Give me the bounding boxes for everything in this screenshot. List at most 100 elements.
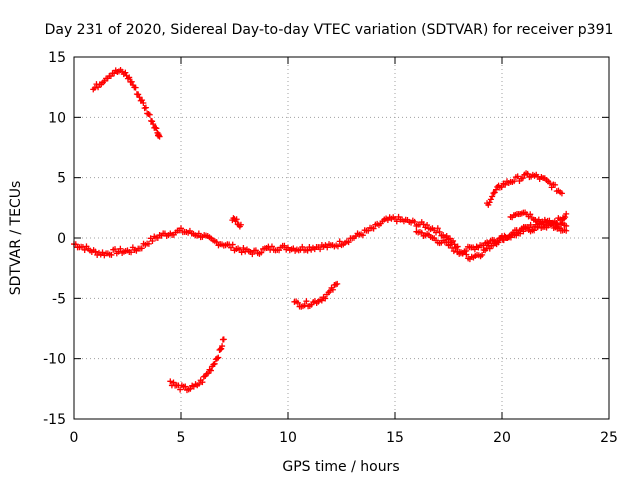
data-point xyxy=(424,221,431,228)
data-point xyxy=(238,249,245,256)
data-point xyxy=(336,238,343,245)
data-point xyxy=(418,229,425,236)
x-axis-ticks: 0 5 10 15 20 25 xyxy=(70,57,618,446)
data-point xyxy=(210,361,217,368)
data-point xyxy=(393,218,400,225)
data-point xyxy=(562,214,569,221)
x-tick-label: 15 xyxy=(386,430,404,446)
data-point xyxy=(126,74,133,81)
data-point xyxy=(563,227,570,234)
data-point xyxy=(546,180,553,187)
data-point xyxy=(240,245,247,252)
data-point xyxy=(139,97,146,104)
y-tick-label: 10 xyxy=(48,110,66,126)
data-point xyxy=(322,295,329,302)
data-point xyxy=(140,100,147,107)
data-point xyxy=(177,386,184,393)
x-tick-label: 10 xyxy=(279,430,297,446)
data-point xyxy=(502,181,509,188)
chart-title: Day 231 of 2020, Sidereal Day-to-day VTE… xyxy=(45,22,614,38)
data-point xyxy=(128,249,135,256)
data-point xyxy=(81,246,88,253)
data-point xyxy=(332,281,339,288)
data-point xyxy=(146,111,153,118)
data-point xyxy=(128,78,135,85)
data-point xyxy=(227,244,234,251)
data-point xyxy=(167,378,174,385)
data-point xyxy=(517,230,524,237)
data-point xyxy=(299,243,306,250)
data-point xyxy=(524,170,531,177)
data-point xyxy=(514,173,521,180)
data-point xyxy=(359,232,366,239)
data-point xyxy=(108,251,115,258)
data-point xyxy=(182,383,189,390)
data-point xyxy=(112,246,119,253)
data-point xyxy=(447,241,454,248)
data-point xyxy=(553,220,560,227)
data-point xyxy=(199,379,206,386)
data-point xyxy=(142,104,149,111)
y-tick-label: 0 xyxy=(57,231,66,247)
data-point xyxy=(294,299,301,306)
data-point xyxy=(527,211,534,218)
data-point xyxy=(334,280,341,287)
data-point xyxy=(178,225,184,232)
data-point xyxy=(463,247,470,254)
y-tick-label: 5 xyxy=(57,171,66,187)
data-point xyxy=(233,216,240,223)
data-point xyxy=(411,218,418,225)
data-point xyxy=(301,302,308,309)
data-point xyxy=(195,380,202,387)
data-point xyxy=(513,227,520,234)
data-point xyxy=(486,199,493,206)
data-point xyxy=(145,110,152,117)
data-point xyxy=(447,235,454,242)
data-point xyxy=(111,70,118,77)
data-point xyxy=(150,121,157,128)
y-tick-label: 15 xyxy=(48,50,66,66)
data-point xyxy=(124,75,131,82)
data-point xyxy=(195,230,202,237)
data-point xyxy=(563,210,570,217)
data-point xyxy=(156,133,163,140)
x-tick-label: 20 xyxy=(493,430,511,446)
data-point xyxy=(329,286,336,293)
data-point xyxy=(434,225,441,232)
data-point xyxy=(187,385,194,392)
data-point xyxy=(220,336,227,343)
data-point xyxy=(450,237,457,244)
data-point xyxy=(493,186,500,193)
data-point xyxy=(433,229,440,236)
data-point xyxy=(443,239,450,246)
data-point xyxy=(318,297,325,304)
data-point xyxy=(558,190,565,197)
data-point xyxy=(334,243,341,250)
data-point xyxy=(452,244,459,251)
x-tick-label: 25 xyxy=(600,430,618,446)
data-point xyxy=(489,193,496,200)
data-point xyxy=(365,227,372,234)
data-point xyxy=(258,249,265,256)
x-tick-label: 0 xyxy=(70,430,79,446)
data-point xyxy=(281,242,288,249)
data-point xyxy=(122,69,129,76)
data-point xyxy=(268,243,275,250)
data-point xyxy=(495,239,502,246)
data-point xyxy=(215,354,222,361)
data-point xyxy=(491,189,498,196)
data-point xyxy=(519,175,526,182)
data-point xyxy=(324,244,331,251)
data-point xyxy=(211,360,218,367)
y-axis-ticks: -15 -10 -5 0 5 10 15 xyxy=(43,50,609,428)
data-point xyxy=(303,298,310,305)
data-point xyxy=(219,343,226,350)
data-point xyxy=(153,125,160,132)
data-point xyxy=(443,232,450,239)
data-point xyxy=(149,118,156,125)
data-point xyxy=(135,91,142,98)
data-point xyxy=(487,196,494,203)
y-tick-label: -10 xyxy=(43,352,66,368)
y-axis-label: SDTVAR / TECUs xyxy=(8,181,24,296)
